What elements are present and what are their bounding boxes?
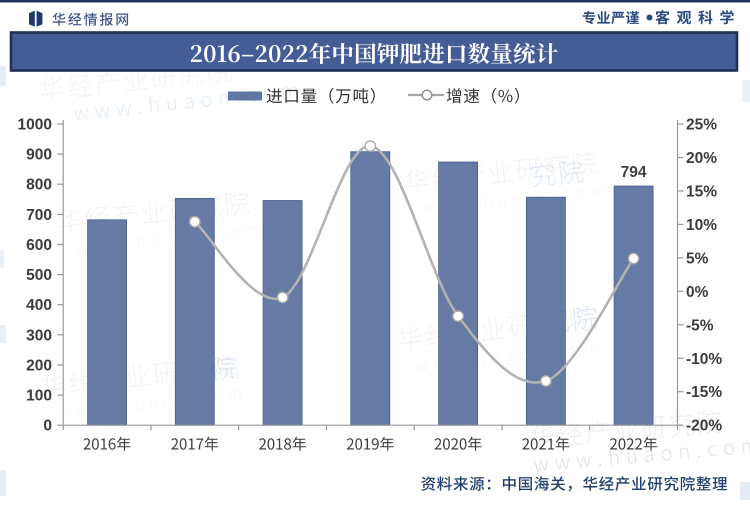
- svg-text:300: 300: [26, 327, 52, 344]
- svg-text:794: 794: [621, 164, 647, 181]
- svg-text:0%: 0%: [686, 284, 709, 301]
- svg-text:100: 100: [26, 388, 52, 405]
- svg-text:5%: 5%: [686, 250, 709, 267]
- svg-text:0: 0: [43, 418, 52, 435]
- svg-text:-10%: -10%: [686, 351, 722, 368]
- svg-text:400: 400: [26, 297, 52, 314]
- svg-text:700: 700: [26, 207, 52, 224]
- svg-text:-15%: -15%: [686, 384, 722, 401]
- svg-text:-5%: -5%: [686, 317, 714, 334]
- svg-text:200: 200: [26, 358, 52, 375]
- svg-text:10%: 10%: [686, 217, 717, 234]
- svg-text:25%: 25%: [686, 117, 717, 134]
- svg-text:900: 900: [26, 147, 52, 164]
- svg-text:600: 600: [26, 237, 52, 254]
- svg-text:800: 800: [26, 177, 52, 194]
- svg-text:15%: 15%: [686, 183, 717, 200]
- svg-text:-20%: -20%: [686, 418, 722, 435]
- svg-text:1000: 1000: [18, 117, 52, 134]
- svg-text:500: 500: [26, 267, 52, 284]
- svg-text:20%: 20%: [686, 150, 717, 167]
